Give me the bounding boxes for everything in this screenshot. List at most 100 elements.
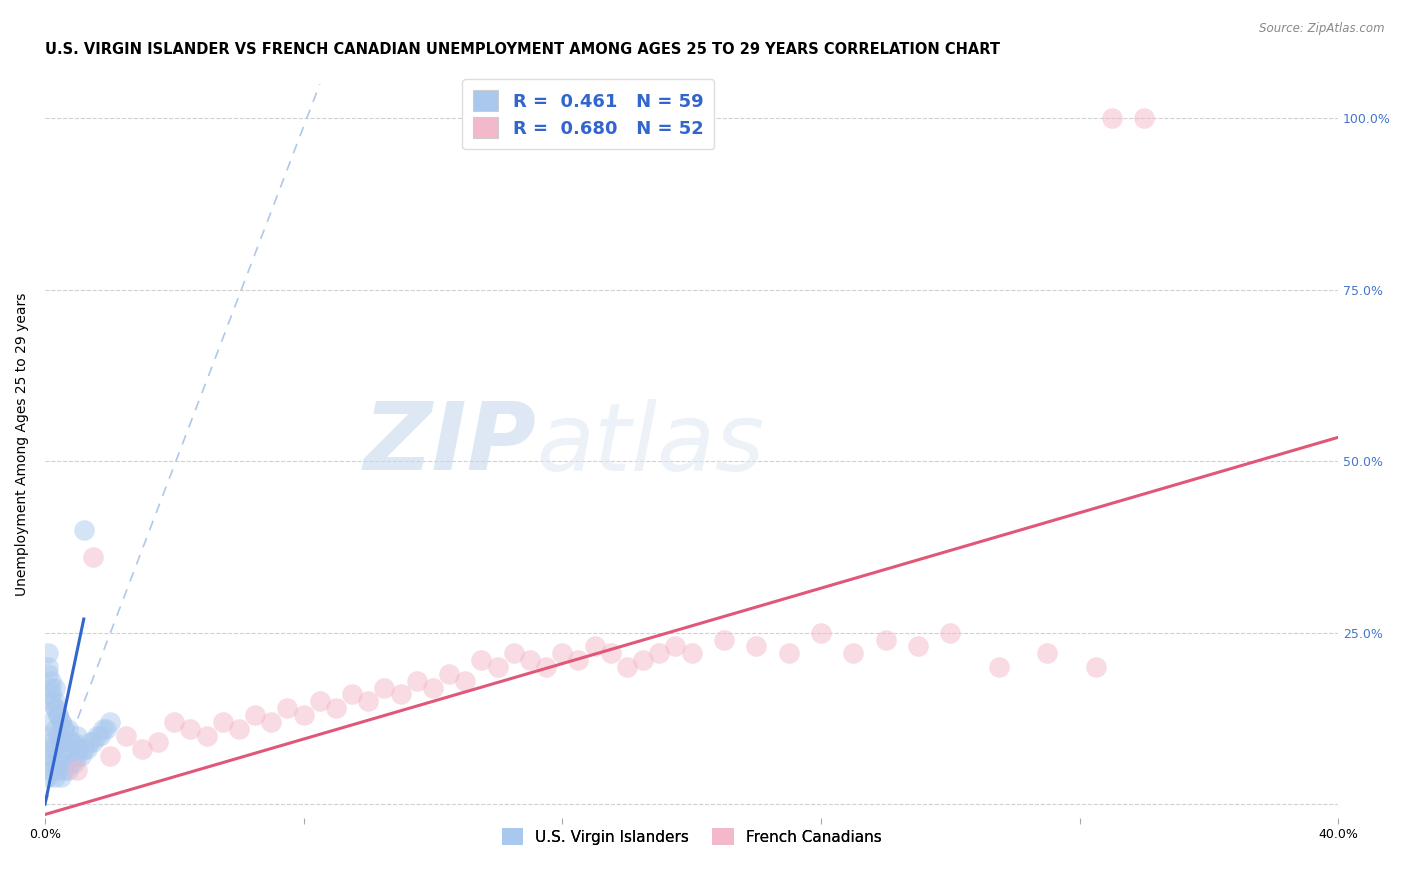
Point [46,729,69,743]
Point [810,625,832,640]
Point [91,722,114,736]
Point [89,729,111,743]
Legend: U.S. Virgin Islanders, French Canadians: U.S. Virgin Islanders, French Canadians [496,822,887,851]
Point [37,729,59,743]
Point [69,749,91,764]
Point [211,714,233,729]
Point [37,756,59,770]
Point [292,708,315,723]
Point [44,701,66,715]
Point [41,763,63,777]
Point [49,756,72,770]
Point [49,770,72,784]
Point [66,749,89,764]
Point [37,742,59,756]
Text: U.S. VIRGIN ISLANDER VS FRENCH CANADIAN UNEMPLOYMENT AMONG AGES 25 TO 29 YEARS C: U.S. VIRGIN ISLANDER VS FRENCH CANADIAN … [45,42,1000,57]
Point [53,722,76,736]
Point [44,701,66,715]
Point [373,681,395,695]
Point [422,681,444,695]
Text: atlas: atlas [537,399,765,490]
Point [405,673,427,688]
Point [778,646,800,660]
Point [41,688,63,702]
Point [519,653,541,667]
Point [195,729,218,743]
Point [842,646,865,660]
Point [907,640,929,654]
Point [114,729,136,743]
Point [41,694,63,708]
Point [1036,646,1059,660]
Point [713,632,735,647]
Point [59,756,82,770]
Point [98,749,121,764]
Point [82,735,104,749]
Point [631,653,654,667]
Point [41,681,63,695]
Point [63,756,86,770]
Point [49,714,72,729]
Point [1133,112,1156,126]
Point [37,660,59,674]
Point [664,640,686,654]
Point [59,735,82,749]
Point [96,722,118,736]
Point [49,714,72,729]
Point [1084,660,1107,674]
Point [276,701,298,715]
Point [44,756,66,770]
Point [56,742,79,756]
Point [46,708,69,723]
Point [987,660,1010,674]
Point [745,640,768,654]
Point [86,729,108,743]
Point [82,550,104,565]
Point [534,660,557,674]
Point [66,763,89,777]
Point [875,632,897,647]
Point [73,742,96,756]
Point [46,763,69,777]
Point [37,646,59,660]
Point [648,646,671,660]
Point [454,673,477,688]
Text: ZIP: ZIP [364,398,537,491]
Point [308,694,330,708]
Point [59,735,82,749]
Point [79,735,101,749]
Point [49,735,72,749]
Point [179,722,201,736]
Point [76,742,98,756]
Point [567,653,589,667]
Point [146,735,169,749]
Point [325,701,347,715]
Point [41,714,63,729]
Point [56,763,79,777]
Point [44,694,66,708]
Point [37,666,59,681]
Point [357,694,380,708]
Point [470,653,492,667]
Point [502,646,524,660]
Point [551,646,574,660]
Point [37,770,59,784]
Point [437,666,460,681]
Point [98,714,121,729]
Point [66,729,89,743]
Point [73,523,96,537]
Point [1101,112,1123,126]
Point [44,681,66,695]
Point [228,722,250,736]
Point [44,722,66,736]
Point [41,735,63,749]
Point [66,742,89,756]
Point [46,708,69,723]
Point [340,688,363,702]
Point [53,722,76,736]
Point [681,646,703,660]
Point [63,735,86,749]
Point [389,688,412,702]
Point [260,714,283,729]
Point [41,673,63,688]
